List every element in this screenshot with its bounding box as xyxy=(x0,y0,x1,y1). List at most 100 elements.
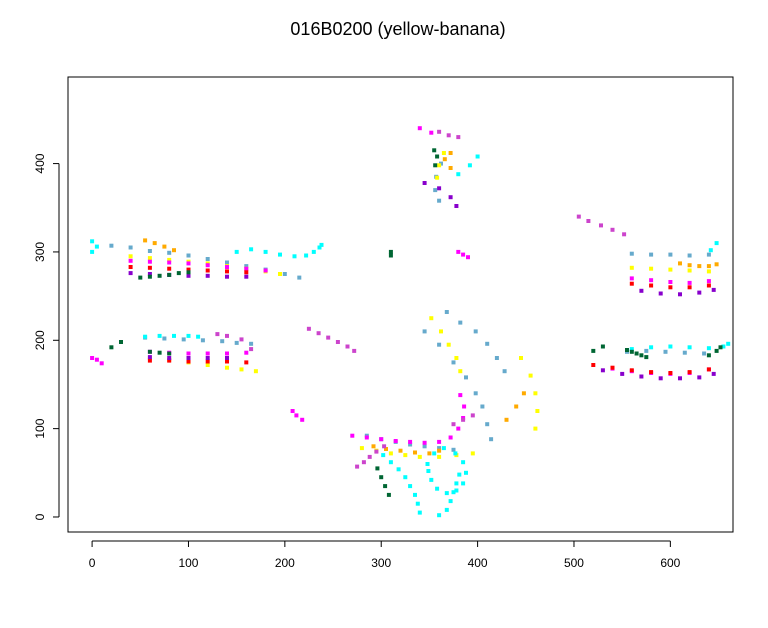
series-6 xyxy=(143,151,719,456)
data-point xyxy=(398,448,403,453)
data-point xyxy=(485,422,490,427)
data-point xyxy=(464,470,468,475)
data-point xyxy=(454,204,459,208)
data-point xyxy=(437,448,442,453)
data-point xyxy=(426,469,431,473)
data-point xyxy=(304,253,309,258)
data-point xyxy=(433,163,438,168)
data-point xyxy=(649,252,654,257)
data-point xyxy=(610,365,615,370)
data-point xyxy=(99,361,104,366)
data-point xyxy=(361,460,366,465)
data-point xyxy=(253,369,258,374)
data-point xyxy=(721,344,726,349)
data-point xyxy=(94,357,99,362)
y-tick-label: 0 xyxy=(33,513,47,520)
data-point xyxy=(437,446,442,451)
data-point xyxy=(458,369,463,374)
data-point xyxy=(432,451,437,456)
data-point xyxy=(448,435,453,440)
data-point xyxy=(658,291,663,296)
data-point xyxy=(649,283,654,288)
data-point xyxy=(668,252,673,257)
series-8 xyxy=(215,129,627,469)
data-point xyxy=(429,477,434,482)
data-point xyxy=(244,264,249,269)
data-point xyxy=(461,460,466,465)
data-point xyxy=(249,347,254,352)
x-tick-label: 400 xyxy=(468,556,488,570)
data-point xyxy=(249,247,254,252)
data-point xyxy=(388,460,393,465)
data-point xyxy=(444,507,449,512)
data-point xyxy=(429,316,434,321)
data-point xyxy=(439,329,443,334)
data-point xyxy=(186,359,191,364)
data-point xyxy=(473,329,478,334)
data-point xyxy=(415,501,420,506)
data-point xyxy=(225,269,229,274)
y-tick-label: 200 xyxy=(33,330,47,350)
data-point xyxy=(451,360,456,365)
data-point xyxy=(726,341,731,346)
data-point xyxy=(417,126,422,131)
data-point xyxy=(292,254,297,259)
data-point xyxy=(205,268,210,273)
data-point xyxy=(461,252,466,257)
data-point xyxy=(167,272,172,277)
data-point xyxy=(147,259,152,264)
data-point xyxy=(718,345,723,350)
data-point xyxy=(186,267,191,272)
data-point xyxy=(147,349,152,354)
data-point xyxy=(326,335,331,340)
data-point xyxy=(429,130,434,135)
data-point xyxy=(600,344,605,349)
data-point xyxy=(448,499,453,504)
data-point xyxy=(678,376,682,381)
data-point xyxy=(668,280,673,284)
data-point xyxy=(352,348,357,353)
data-point xyxy=(196,334,201,339)
data-point xyxy=(225,351,229,356)
data-point xyxy=(205,359,210,364)
series-9 xyxy=(90,126,470,422)
data-point xyxy=(90,249,95,254)
x-tick-label: 200 xyxy=(275,556,295,570)
data-point xyxy=(706,279,711,284)
data-point xyxy=(697,264,702,269)
data-point xyxy=(711,371,716,376)
data-point xyxy=(147,265,152,270)
data-point xyxy=(319,242,324,247)
data-point xyxy=(697,290,702,295)
data-point xyxy=(263,249,268,254)
data-point xyxy=(629,349,634,354)
data-point xyxy=(502,369,507,374)
data-point xyxy=(147,272,152,276)
data-point xyxy=(458,393,463,398)
data-point xyxy=(714,262,719,267)
data-point xyxy=(90,239,95,244)
data-point xyxy=(408,484,413,489)
data-point xyxy=(128,258,133,263)
data-point xyxy=(629,347,634,352)
data-point xyxy=(367,454,372,459)
data-point xyxy=(714,241,719,246)
data-point xyxy=(297,275,302,280)
data-point xyxy=(278,272,282,276)
data-point xyxy=(435,175,440,180)
data-point xyxy=(668,344,673,349)
data-point xyxy=(444,310,449,314)
data-point xyxy=(457,472,462,477)
data-point xyxy=(668,267,673,272)
data-point xyxy=(454,356,459,360)
data-point xyxy=(687,253,692,258)
data-point xyxy=(427,451,432,456)
data-point xyxy=(610,227,615,232)
data-point xyxy=(706,264,711,269)
data-point xyxy=(167,260,172,265)
data-point xyxy=(473,391,478,396)
data-point xyxy=(533,391,538,396)
data-point xyxy=(475,154,480,159)
data-point xyxy=(706,269,711,274)
